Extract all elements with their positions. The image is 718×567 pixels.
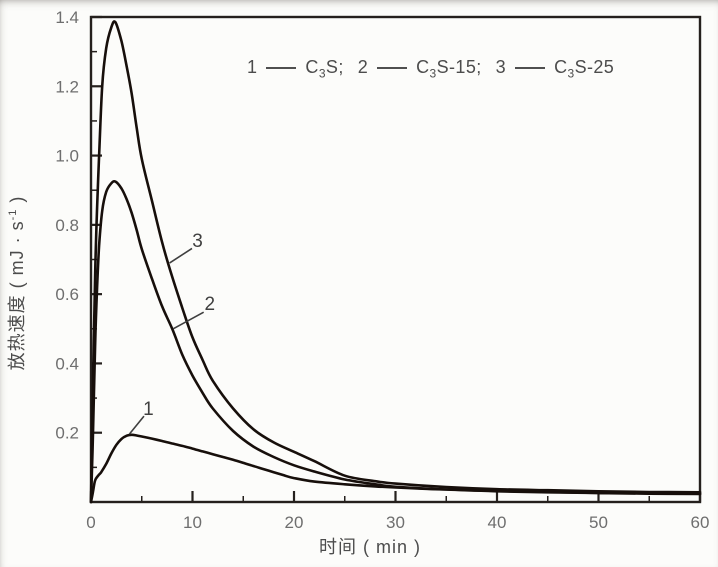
y-tick-label: 1.2 [55,77,79,96]
legend-separator: ; [476,57,482,77]
legend-dash-icon [515,66,546,69]
legend-dash-icon [266,66,297,69]
curve-label-leader [172,311,205,330]
y-tick-label: 0.6 [55,285,79,304]
x-tick-label: 50 [589,513,608,532]
curve-label: 1 [143,399,154,420]
x-tick-label: 10 [183,513,202,532]
legend-item-formula: C3S [305,57,339,81]
x-tick-label: 60 [691,513,710,532]
curve-c3s-15 [89,179,702,504]
plot-frame [89,15,702,504]
x-tick-label: 30 [386,513,405,532]
legend-dash-icon [377,66,408,69]
y-axis-title: 放热速度 ( mJ · s-1 ) [7,195,27,371]
legend-item-index: 2 [357,57,369,77]
y-tick-label: 0.8 [55,216,79,235]
legend-item-formula: C3S-15 [416,57,477,81]
legend-item-formula: C3S-25 [554,57,615,81]
legend-item: 1 C3S ; [247,57,358,81]
legend-item: 3 C3S-25 [495,57,615,81]
legend-item-index: 3 [495,57,507,77]
curve-label: 2 [204,294,215,315]
y-tick-label: 0.4 [55,354,79,373]
x-tick-label: 0 [86,513,95,532]
legend-item: 2 C3S-15 ; [357,57,496,81]
curve-c3s-25 [89,20,702,504]
curve-label-leader [169,247,193,264]
legend-separator: ; [338,57,344,77]
curve-label: 3 [192,231,203,252]
legend-item-index: 1 [247,57,258,77]
y-tick-label: 1.0 [55,147,79,166]
curve-label-leader [128,415,145,435]
legend: 1 C3S ; 2 C3S-15 ; 3 C3S-25 [247,57,615,81]
x-tick-label: 40 [488,513,507,532]
x-tick-label: 20 [285,513,304,532]
y-tick-label: 1.4 [55,8,79,27]
y-tick-label: 0.2 [55,424,79,443]
x-axis-title: 时间 ( min ) [319,537,421,557]
